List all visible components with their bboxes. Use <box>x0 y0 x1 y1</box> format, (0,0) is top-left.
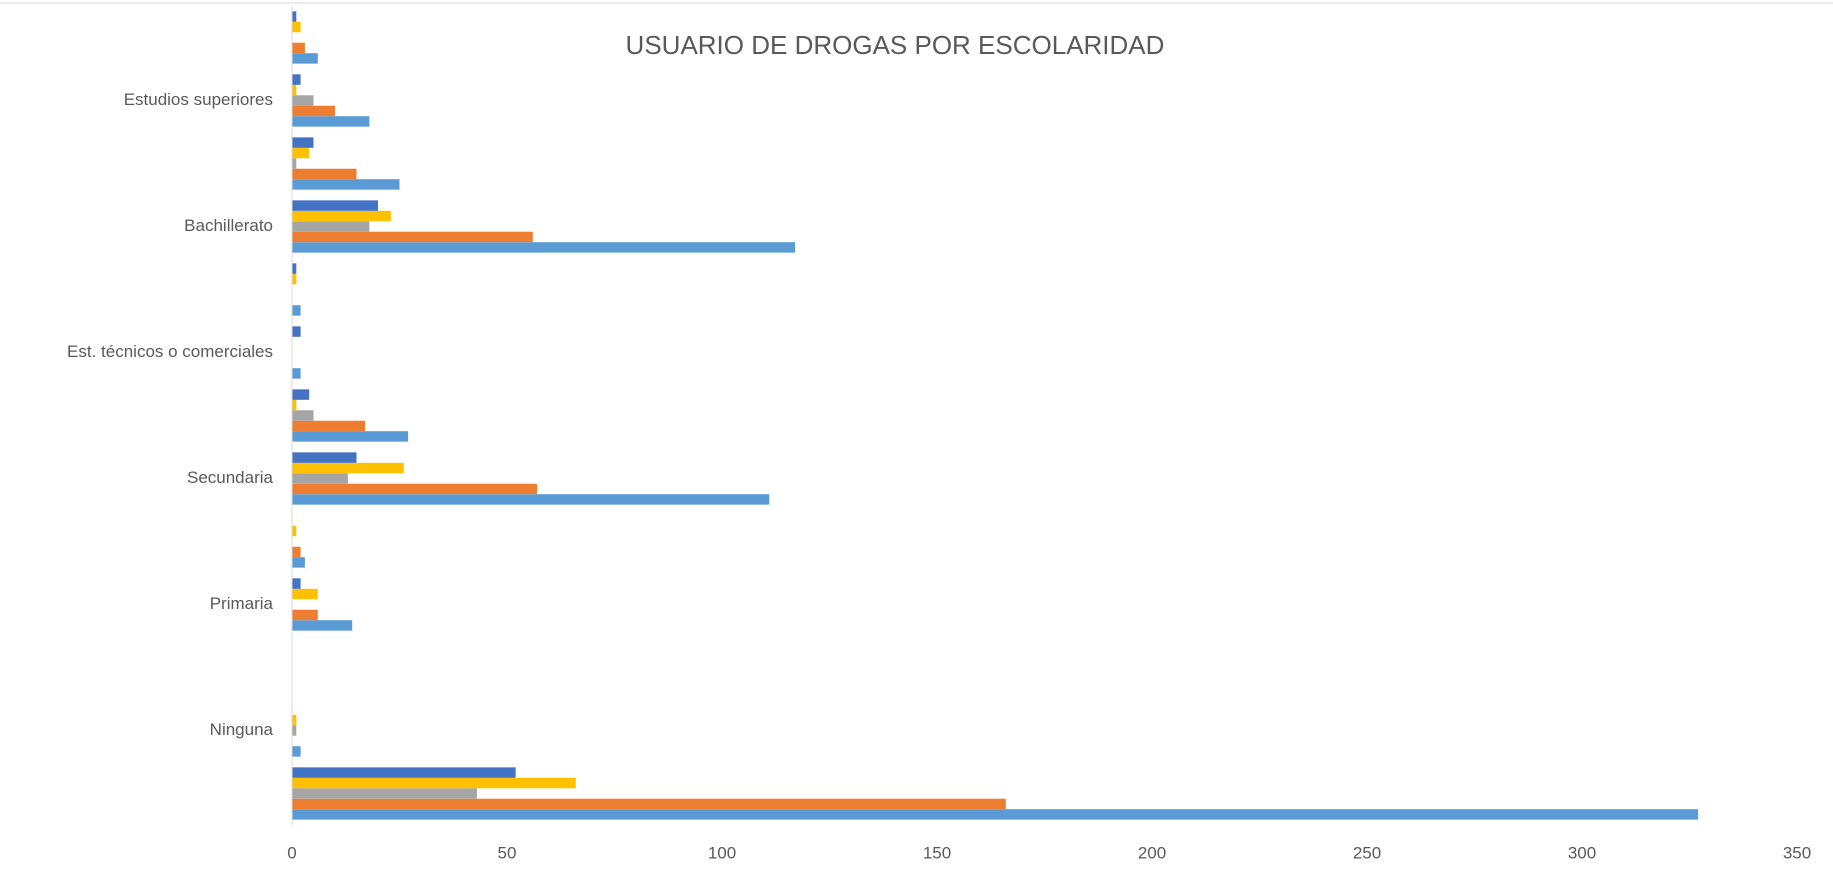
bar <box>292 168 357 180</box>
bar <box>292 326 301 337</box>
bar <box>292 473 348 484</box>
bar <box>292 420 366 432</box>
bar <box>292 389 310 400</box>
x-tick-label: 50 <box>498 843 517 862</box>
bar <box>292 546 301 558</box>
bar <box>292 410 314 421</box>
bar <box>292 788 477 799</box>
bar <box>292 21 301 33</box>
bar <box>292 809 1699 820</box>
bar <box>292 609 318 621</box>
bar <box>292 273 297 285</box>
x-tick-label: 250 <box>1353 843 1381 862</box>
bar <box>292 242 796 253</box>
bar <box>292 231 533 243</box>
bar <box>292 452 357 463</box>
bar <box>292 620 353 631</box>
bar <box>292 42 305 54</box>
bar <box>292 767 516 778</box>
bar <box>292 714 297 726</box>
bar <box>292 95 314 106</box>
bar <box>292 431 409 442</box>
bar <box>292 147 310 159</box>
bar <box>292 368 301 379</box>
bar <box>292 557 305 568</box>
bar <box>292 798 1006 810</box>
bar <box>292 116 370 127</box>
bar <box>292 399 297 411</box>
bar <box>292 53 318 64</box>
bar <box>292 74 301 85</box>
bar <box>292 137 314 148</box>
bar <box>292 200 378 211</box>
y-tick-label: Estudios superiores <box>124 90 273 109</box>
x-tick-label: 0 <box>287 843 296 862</box>
y-tick-label: Bachillerato <box>184 216 273 235</box>
x-tick-label: 200 <box>1138 843 1166 862</box>
bar <box>292 462 404 474</box>
y-tick-label: Secundaria <box>187 468 274 487</box>
bar <box>292 84 297 96</box>
bar <box>292 221 370 232</box>
bar <box>292 105 335 117</box>
bar <box>292 746 301 757</box>
bar <box>292 11 297 22</box>
y-tick-label: Ninguna <box>210 720 274 739</box>
bar <box>292 494 770 505</box>
bar <box>292 263 297 274</box>
bar <box>292 158 297 169</box>
bar <box>292 179 400 190</box>
x-tick-label: 150 <box>923 843 951 862</box>
bar <box>292 210 391 222</box>
x-tick-label: 350 <box>1783 843 1811 862</box>
bar <box>292 578 301 589</box>
y-tick-label: Primaria <box>210 594 274 613</box>
bar <box>292 525 297 537</box>
bar <box>292 777 576 789</box>
bar <box>292 483 538 495</box>
y-tick-label: Est. técnicos o comerciales <box>67 342 273 361</box>
chart-title: USUARIO DE DROGAS POR ESCOLARIDAD <box>626 30 1165 60</box>
bar <box>292 588 318 600</box>
x-tick-label: 100 <box>708 843 736 862</box>
bar <box>292 725 297 736</box>
bar <box>292 305 301 316</box>
x-tick-label: 300 <box>1568 843 1596 862</box>
